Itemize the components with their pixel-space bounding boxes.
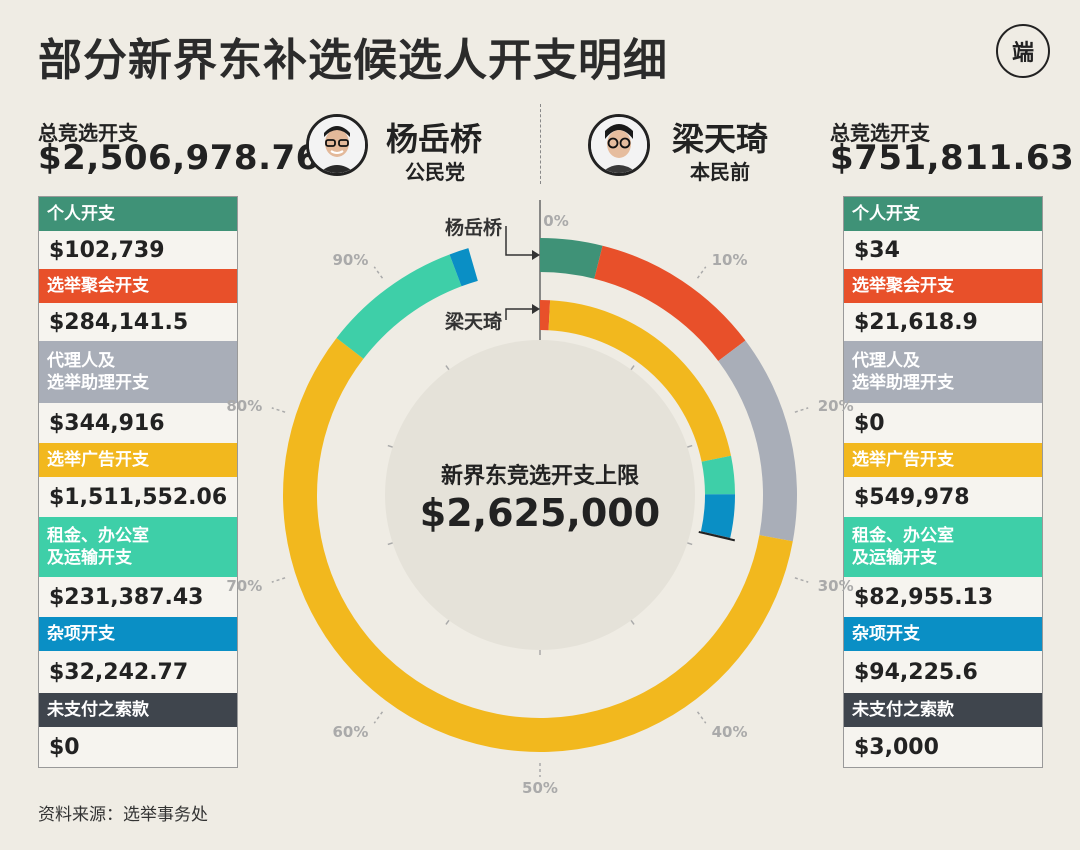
left-header-rally: 选举聚会开支	[39, 269, 237, 303]
ring-pointer-line	[505, 226, 532, 256]
tick-mark	[794, 407, 809, 413]
tick-label: 20%	[818, 397, 854, 415]
left-value-rally: $284,141.5	[39, 303, 237, 341]
tick-label: 80%	[226, 397, 262, 415]
arrow-right-icon	[532, 304, 540, 314]
ring-pointer-line	[505, 308, 532, 320]
left-expense-table: 个人开支 $102,739 选举聚会开支 $284,141.5 代理人及 选举助…	[38, 196, 238, 768]
left-header-rent: 租金、办公室 及运输开支	[39, 517, 237, 577]
outer-ring-segment-rent	[336, 254, 462, 359]
inner-ring-segment-rally	[540, 300, 551, 331]
right-expense-table: 个人开支 $34 选举聚会开支 $21,618.9 代理人及 选举助理开支 $0…	[843, 196, 1043, 768]
right-value-misc: $94,225.6	[844, 651, 1042, 693]
arrow-right-icon	[532, 250, 540, 260]
right-header-personal: 个人开支	[844, 197, 1042, 231]
person-right-icon	[591, 117, 647, 173]
right-header-agent: 代理人及 选举助理开支	[844, 341, 1042, 403]
tick-label: 40%	[712, 723, 748, 741]
header-divider	[540, 104, 541, 184]
left-total-label: 总竞选开支	[38, 121, 138, 145]
center-label: 新界东竞选开支上限	[441, 463, 639, 489]
avatar-left	[306, 114, 368, 176]
right-header-misc: 杂项开支	[844, 617, 1042, 651]
right-header-unpaid: 未支付之索款	[844, 693, 1042, 727]
center-disc	[385, 340, 695, 650]
tick-mark	[373, 711, 384, 724]
brand-logo[interactable]: 端	[996, 24, 1050, 78]
ring-label-inner: 梁天琦	[444, 310, 502, 333]
left-value-agent: $344,916	[39, 403, 237, 443]
outer-ring-segment-personal	[540, 238, 603, 279]
inner-ring-end-marker	[698, 530, 736, 542]
outer-ring-segment-ads	[283, 337, 793, 752]
left-header-agent: 代理人及 选举助理开支	[39, 341, 237, 403]
tick-mark	[696, 266, 707, 279]
right-header-rent: 租金、办公室 及运输开支	[844, 517, 1042, 577]
right-value-rent: $82,955.13	[844, 577, 1042, 617]
tick-mark	[271, 577, 286, 583]
right-value-agent: $0	[844, 403, 1042, 443]
tick-mark	[271, 407, 286, 413]
left-header-ads: 选举广告开支	[39, 443, 237, 477]
left-value-rent: $231,387.43	[39, 577, 237, 617]
person-left-icon	[309, 117, 365, 173]
left-candidate-name: 杨岳桥	[386, 120, 483, 158]
left-header-personal: 个人开支	[39, 197, 237, 231]
right-value-rally: $21,618.9	[844, 303, 1042, 341]
left-value-personal: $102,739	[39, 231, 237, 269]
tick-label: 10%	[712, 251, 748, 269]
left-value-ads: $1,511,552.06	[39, 477, 237, 517]
tick-mark	[373, 266, 384, 279]
left-value-misc: $32,242.77	[39, 651, 237, 693]
ring-label-outer: 杨岳桥	[445, 216, 503, 239]
right-candidate-party: 本民前	[690, 160, 750, 184]
right-header-rally: 选举聚会开支	[844, 269, 1042, 303]
outer-ring-segment-agent	[718, 340, 797, 542]
left-candidate-party: 公民党	[405, 160, 465, 184]
tick-mark	[696, 711, 707, 724]
avatar-right	[588, 114, 650, 176]
tick-label: 70%	[226, 577, 262, 595]
tick-mark	[794, 577, 809, 583]
tick-label: 0%	[543, 212, 568, 230]
tick-label: 90%	[332, 251, 368, 269]
right-header-ads: 选举广告开支	[844, 443, 1042, 477]
outer-ring-segment-rally	[594, 245, 746, 361]
left-total-value: $2,506,978.76	[38, 138, 320, 178]
tick-label: 60%	[332, 723, 368, 741]
inner-ring-segment-rent	[701, 455, 735, 495]
right-value-ads: $549,978	[844, 477, 1042, 517]
right-value-unpaid: $3,000	[844, 727, 1042, 767]
right-total-value: $751,811.63	[830, 138, 1075, 178]
left-value-unpaid: $0	[39, 727, 237, 767]
tick-label: 30%	[818, 577, 854, 595]
right-total-label: 总竞选开支	[830, 121, 930, 145]
tick-label: 50%	[522, 779, 558, 797]
right-value-personal: $34	[844, 231, 1042, 269]
left-header-unpaid: 未支付之索款	[39, 693, 237, 727]
center-value: $2,625,000	[420, 491, 660, 535]
page-title: 部分新界东补选候选人开支明细	[38, 35, 668, 86]
inner-ring-segment-ads	[548, 300, 732, 462]
left-header-misc: 杂项开支	[39, 617, 237, 651]
source-note: 资料来源：选举事务处	[38, 805, 208, 825]
inner-ring-segment-misc	[700, 494, 735, 538]
outer-ring-segment-misc	[449, 248, 478, 287]
right-candidate-name: 梁天琦	[672, 120, 769, 158]
